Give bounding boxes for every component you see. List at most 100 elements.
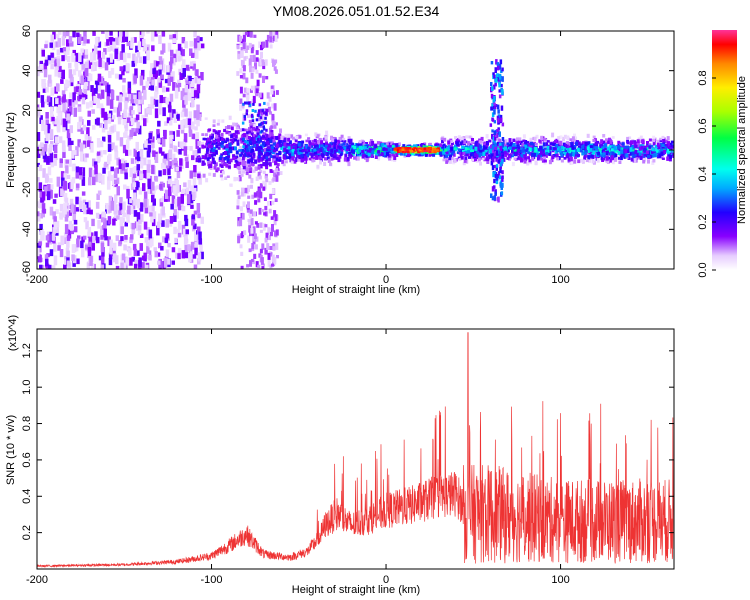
heatmap-cell bbox=[262, 186, 266, 191]
heatmap-cell bbox=[158, 108, 162, 115]
heatmap-cell bbox=[239, 42, 243, 46]
heatmap-cell bbox=[239, 128, 243, 133]
heatmap-cell bbox=[504, 148, 508, 152]
heatmap-cell bbox=[462, 136, 466, 140]
heatmap-cell bbox=[562, 142, 566, 147]
heatmap-cell bbox=[242, 65, 246, 72]
heatmap-cell bbox=[524, 145, 527, 150]
heatmap-cell bbox=[255, 137, 259, 141]
heatmap-cell bbox=[181, 250, 186, 259]
heatmap-cell bbox=[51, 41, 56, 51]
heatmap-cell bbox=[45, 112, 49, 119]
heatmap-cell bbox=[243, 56, 247, 61]
heatmap-cell bbox=[146, 50, 150, 60]
heatmap-cell bbox=[376, 141, 380, 145]
heatmap-cell bbox=[123, 160, 128, 170]
heatmap-cell bbox=[438, 151, 442, 156]
heatmap-cell bbox=[218, 157, 222, 160]
bottom-y-exponent-label: (x10^4) bbox=[7, 315, 19, 351]
heatmap-cell bbox=[69, 105, 73, 115]
heatmap-cell bbox=[65, 79, 69, 87]
heatmap-cell bbox=[577, 141, 581, 146]
heatmap-cell bbox=[508, 143, 512, 148]
heatmap-cell bbox=[425, 149, 429, 153]
heatmap-cell bbox=[342, 137, 346, 141]
heatmap-cell bbox=[168, 149, 173, 159]
heatmap-cell bbox=[493, 105, 497, 110]
heatmap-cell bbox=[340, 148, 344, 152]
heatmap-cell bbox=[614, 153, 618, 158]
heatmap-cell bbox=[190, 79, 194, 88]
heatmap-cell bbox=[498, 94, 502, 99]
heatmap-cell bbox=[192, 63, 196, 71]
heatmap-cell bbox=[115, 177, 120, 184]
heatmap-cell bbox=[48, 144, 52, 154]
heatmap-cell bbox=[602, 134, 606, 138]
heatmap-cell bbox=[66, 235, 71, 241]
heatmap-cell bbox=[663, 150, 666, 155]
heatmap-cell bbox=[189, 146, 193, 151]
heatmap-cell bbox=[581, 145, 585, 149]
heatmap-cell bbox=[172, 58, 176, 66]
heatmap-cell bbox=[333, 150, 337, 154]
heatmap-cell bbox=[273, 171, 277, 178]
heatmap-cell bbox=[43, 144, 48, 152]
heatmap-cell bbox=[213, 146, 217, 150]
heatmap-cell bbox=[52, 227, 56, 235]
heatmap-cell bbox=[123, 237, 128, 243]
heatmap-cell bbox=[472, 146, 476, 150]
heatmap-cell bbox=[504, 146, 507, 150]
heatmap-cell bbox=[61, 140, 66, 150]
heatmap-cell bbox=[261, 109, 264, 113]
heatmap-cell bbox=[521, 157, 525, 162]
heatmap-cell bbox=[123, 132, 127, 138]
heatmap-cell bbox=[630, 157, 634, 162]
heatmap-cell bbox=[248, 221, 251, 226]
heatmap-cell bbox=[80, 248, 85, 258]
heatmap-cell bbox=[102, 136, 106, 142]
heatmap-cell bbox=[543, 160, 547, 165]
heatmap-cell bbox=[103, 81, 107, 86]
heatmap-cell bbox=[55, 66, 59, 71]
heatmap-cell bbox=[660, 151, 664, 155]
heatmap-cell bbox=[67, 228, 72, 239]
heatmap-cell bbox=[498, 81, 501, 88]
heatmap-cell bbox=[269, 246, 273, 250]
heatmap-cell bbox=[266, 149, 270, 154]
heatmap-cell bbox=[129, 198, 133, 204]
heatmap-cell bbox=[275, 167, 279, 171]
heatmap-cell bbox=[348, 148, 352, 152]
heatmap-cell bbox=[187, 92, 191, 101]
heatmap-cell bbox=[57, 245, 61, 251]
heatmap-cell bbox=[196, 84, 201, 94]
heatmap-cell bbox=[175, 166, 179, 171]
heatmap-cell bbox=[108, 258, 113, 266]
heatmap-cell bbox=[178, 166, 182, 172]
heatmap-cell bbox=[70, 179, 74, 190]
heatmap-cell bbox=[220, 177, 224, 181]
heatmap-cell bbox=[405, 150, 409, 153]
heatmap-cell bbox=[91, 242, 95, 251]
heatmap-cell bbox=[197, 213, 201, 219]
heatmap-cell bbox=[276, 171, 280, 176]
heatmap-cell bbox=[264, 247, 268, 255]
heatmap-cell bbox=[187, 179, 192, 189]
heatmap-cell bbox=[495, 166, 498, 171]
heatmap-cell bbox=[619, 155, 623, 161]
heatmap-cell bbox=[110, 45, 114, 51]
heatmap-cell bbox=[249, 31, 253, 38]
heatmap-cell bbox=[265, 109, 269, 113]
heatmap-cell bbox=[559, 135, 563, 140]
heatmap-cell bbox=[428, 150, 432, 153]
heatmap-cell bbox=[82, 93, 87, 100]
heatmap-cell bbox=[248, 146, 252, 150]
heatmap-cell bbox=[177, 247, 182, 253]
heatmap-cell bbox=[444, 145, 447, 149]
heatmap-cell bbox=[478, 152, 482, 156]
heatmap-cell bbox=[206, 148, 209, 152]
heatmap-cell bbox=[264, 175, 268, 179]
heatmap-cell bbox=[171, 260, 175, 265]
heatmap-cell bbox=[512, 146, 516, 150]
heatmap-cell bbox=[527, 156, 531, 160]
heatmap-cell bbox=[428, 153, 432, 157]
